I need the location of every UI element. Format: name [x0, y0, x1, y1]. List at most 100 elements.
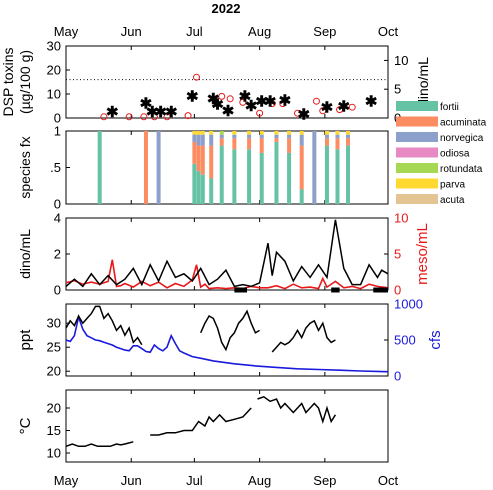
dsp-ylabel: (µg/100 g) [17, 50, 33, 114]
dsp-toxin-point [125, 113, 133, 121]
month-label-top: Sep [313, 24, 336, 39]
legend-swatch-parva [396, 178, 438, 189]
dino-count-point: ✱ [255, 94, 268, 111]
species-bar-segment [247, 134, 252, 139]
dino-count-point: ✱ [186, 89, 199, 106]
legend-label-parva: parva [440, 180, 465, 191]
dino-axes: 0 2 4 0 5 10 [54, 211, 409, 298]
dino-count-point: ✱ [321, 99, 334, 116]
dino-count-point: ✱ [239, 89, 252, 106]
dino-y2label: meso/mL [414, 223, 431, 285]
dsp-ytick-label: 10 [47, 87, 61, 102]
temperature-ytick-label: 10 [47, 446, 61, 461]
temperature-axes: 10 15 20 [47, 389, 389, 463]
species-bar-segment [196, 131, 201, 135]
dsp-ytick-label: 20 [47, 63, 61, 78]
species-bar-segment [156, 131, 161, 204]
dsp-ytick-label: 30 [47, 39, 61, 54]
species-bar-segment [200, 131, 205, 135]
legend-label-fortii: fortii [440, 102, 459, 113]
species-bar-segment [209, 131, 214, 135]
dino-line [65, 219, 389, 288]
salinity-ytick-label: 30 [47, 316, 61, 331]
species-bar-segment [219, 138, 224, 146]
species-bar-segment [192, 163, 197, 204]
dino-count-point: ✱ [245, 98, 258, 115]
species-bar-segment [196, 134, 201, 146]
salinity-ytick-label: 25 [47, 340, 61, 355]
dino-y2tick-label: 5 [394, 247, 401, 262]
dsp-toxin-point [319, 107, 327, 115]
dsp-toxin-point [140, 113, 148, 121]
dino-y2tick-label: 10 [394, 211, 408, 226]
species-bar-segment [259, 138, 264, 153]
temperature-ytick-label: 20 [47, 401, 61, 416]
species-bar-segment [97, 131, 102, 204]
salinity-y2tick-label: 0 [394, 369, 401, 384]
legend-swatch-fortii [396, 101, 438, 111]
species-bar-segment [335, 138, 340, 150]
month-label-top: May [54, 24, 79, 39]
species-bar-segment [274, 141, 279, 204]
salinity-axes: 20 25 30 0 500 1000 [47, 297, 423, 384]
salinity-line [200, 309, 260, 352]
species-bar-segment [335, 149, 340, 204]
dsp-y2label: dino/mL [415, 57, 431, 107]
dsp-toxin-point [100, 113, 108, 121]
species-bar-segment [259, 134, 264, 139]
dsp-toxin-point [150, 113, 158, 121]
species-bar-segment [335, 134, 340, 139]
salinity-y2tick-label: 1000 [394, 297, 423, 312]
dsp-toxin-point [294, 109, 302, 117]
temperature-line [257, 395, 337, 424]
dsp-toxin-point [239, 98, 247, 106]
dsp-y2tick-label: 5 [394, 82, 401, 97]
figure-title: 2022 [212, 1, 241, 16]
species-bar-segment [346, 131, 351, 135]
species-bar-segment [247, 149, 252, 204]
dino-count-point: ✱ [338, 98, 351, 115]
species-bar-segment [219, 145, 224, 204]
month-label-bottom: Jun [121, 473, 142, 488]
dsp-toxin-point [192, 73, 200, 81]
species-ytick-label: 1 [54, 124, 61, 139]
temperature-line [150, 407, 252, 436]
meso-line [65, 259, 389, 290]
month-label-bottom: Oct [378, 473, 399, 488]
dino-count-point: ✱ [365, 94, 378, 111]
dsp-ylabel: DSP toxins [0, 48, 16, 117]
salinity-ytick-label: 20 [47, 364, 61, 379]
species-bar-segment [196, 145, 201, 172]
dino-count-point: ✱ [154, 104, 167, 121]
species-ytick-label: .5 [50, 160, 61, 175]
legend-label-odiosa: odiosa [440, 149, 470, 160]
species-bar-segment [200, 174, 205, 204]
dino-count-point: ✱ [264, 94, 277, 111]
month-label-bottom: Aug [248, 473, 271, 488]
dino-count-point: ✱ [106, 104, 119, 121]
salinity-y2tick-label: 500 [394, 333, 416, 348]
month-label-top: Jun [121, 24, 142, 39]
species-bar-segment [324, 138, 329, 146]
legend-swatch-norvegica [396, 132, 438, 142]
salinity-line [271, 319, 336, 353]
species-bar-segment [299, 134, 304, 146]
dsp-toxin-point [184, 112, 192, 120]
dsp-frame [65, 45, 389, 119]
salinity-frame [65, 303, 389, 377]
legend-label-rotundata: rotundata [440, 164, 483, 175]
species-bar-segment [299, 145, 304, 190]
dino-count-point: ✱ [146, 104, 159, 121]
legend-swatch-acuta [396, 194, 438, 204]
dsp-toxin-point [348, 103, 356, 111]
dsp-toxin-point [163, 113, 171, 121]
species-bar-segment [200, 134, 205, 146]
discharge-line [65, 314, 389, 373]
dino-count-point: ✱ [165, 104, 178, 121]
species-bar-segment [287, 134, 292, 139]
species-bar-segment [247, 138, 252, 150]
species-frame [65, 130, 389, 205]
dino-frame [65, 217, 389, 291]
dsp-toxin-point [218, 92, 226, 100]
